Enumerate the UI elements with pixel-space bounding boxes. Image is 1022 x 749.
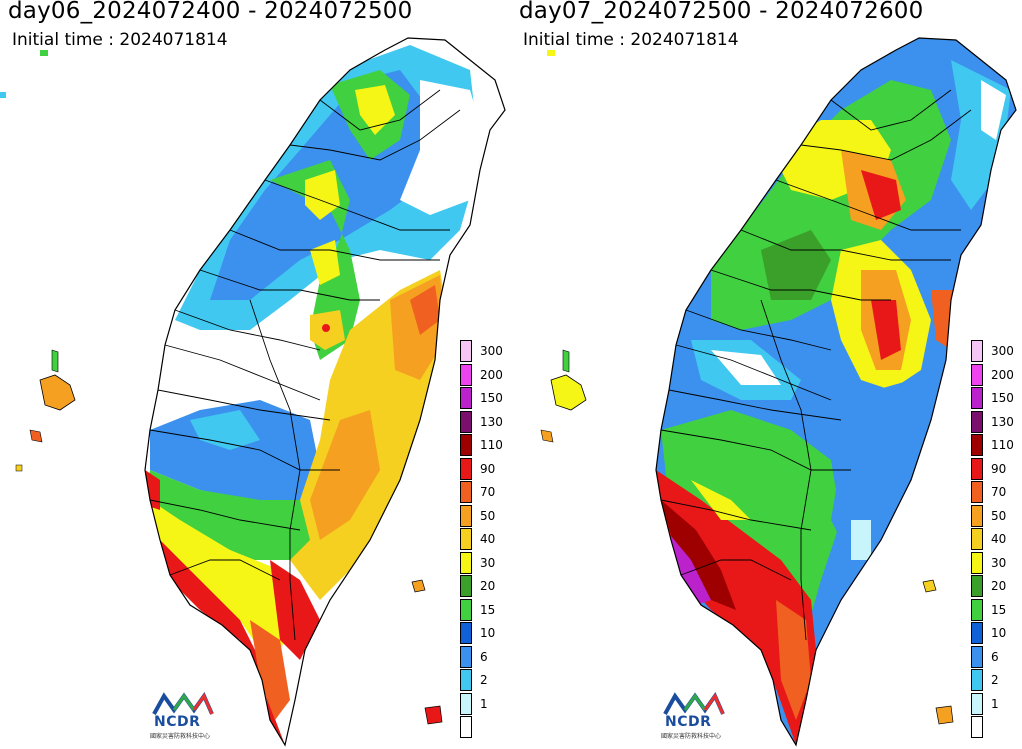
ncdr-logo-icon bbox=[152, 691, 214, 715]
legend-swatch bbox=[460, 504, 472, 527]
ncdr-logo: NCDR 國家災害防救科技中心 bbox=[659, 691, 729, 746]
legend-label: 1 bbox=[991, 696, 999, 711]
rainfall-map-panel-day07: day07_2024072500 - 2024072600 Initial ti… bbox=[511, 0, 1022, 749]
legend-label: 90 bbox=[991, 461, 1007, 476]
ncdr-logo: NCDR 國家災害防救科技中心 bbox=[148, 691, 218, 746]
ncdr-logo-subtitle: 國家災害防救科技中心 bbox=[661, 733, 722, 740]
penghu-islands bbox=[540, 349, 587, 443]
legend-label: 10 bbox=[480, 626, 496, 640]
legend-label: 70 bbox=[991, 485, 1007, 499]
initial-time-label: Initial time : 2024071814 bbox=[12, 30, 228, 50]
legend-swatch bbox=[971, 716, 983, 738]
legend-swatch bbox=[460, 645, 472, 668]
legend-swatch bbox=[460, 481, 472, 503]
legend-swatch bbox=[460, 551, 472, 574]
legend-swatch bbox=[460, 340, 472, 362]
legend-label: 90 bbox=[480, 461, 496, 476]
legend-label: 30 bbox=[991, 555, 1007, 570]
legend-swatch bbox=[971, 434, 983, 456]
legend-swatch bbox=[971, 575, 983, 597]
map-title: day06_2024072400 - 2024072500 bbox=[8, 0, 413, 24]
legend-label: 200 bbox=[991, 367, 1014, 382]
ncdr-logo-text: NCDR bbox=[665, 714, 712, 730]
legend-label: 200 bbox=[480, 367, 503, 382]
legend-label: 30 bbox=[480, 555, 496, 570]
legend-label: 20 bbox=[991, 579, 1007, 593]
legend-swatch bbox=[460, 598, 472, 621]
ncdr-logo-subtitle: 國家災害防救科技中心 bbox=[150, 733, 211, 740]
legend-label: 300 bbox=[991, 344, 1014, 358]
initial-time-label: Initial time : 2024071814 bbox=[523, 30, 739, 50]
legend-swatch bbox=[460, 410, 472, 433]
legend-label: 1 bbox=[480, 696, 488, 711]
legend-swatch bbox=[971, 669, 983, 691]
legend-swatch bbox=[971, 528, 983, 550]
legend-swatch bbox=[971, 340, 983, 362]
legend-label: 40 bbox=[991, 532, 1007, 546]
rainfall-legend: 300 200 150 130 110 90 70 50 40 30 20 15 10 6 2 1 bbox=[971, 340, 1022, 740]
rainfall-legend: 300 200 150 130 110 90 70 50 40 30 20 15 10 6 2 1 bbox=[460, 340, 514, 740]
legend-label: 300 bbox=[480, 344, 503, 358]
legend-swatch bbox=[971, 387, 983, 409]
legend-label: 110 bbox=[991, 438, 1014, 452]
legend-swatch bbox=[971, 598, 983, 621]
legend-swatch bbox=[460, 457, 472, 480]
legend-swatch bbox=[971, 692, 983, 715]
legend-swatch bbox=[971, 504, 983, 527]
legend-label: 150 bbox=[991, 391, 1014, 405]
legend-swatch bbox=[971, 551, 983, 574]
legend-swatch bbox=[460, 528, 472, 550]
legend-label: 6 bbox=[991, 649, 999, 664]
ncdr-logo-icon bbox=[663, 691, 725, 715]
legend-label: 110 bbox=[480, 438, 503, 452]
legend-swatch bbox=[460, 692, 472, 715]
taiwan-rainfall-map bbox=[540, 37, 1017, 747]
legend-swatch bbox=[971, 645, 983, 668]
legend-label: 20 bbox=[480, 579, 496, 593]
legend-label: 40 bbox=[480, 532, 496, 546]
legend-label: 10 bbox=[991, 626, 1007, 640]
legend-swatch bbox=[971, 481, 983, 503]
ncdr-logo-text: NCDR bbox=[154, 714, 201, 730]
legend-swatch bbox=[460, 669, 472, 691]
legend-label: 15 bbox=[480, 602, 496, 617]
penghu-islands bbox=[15, 349, 76, 472]
legend-swatch bbox=[971, 457, 983, 480]
legend-swatch bbox=[460, 387, 472, 409]
legend-swatch bbox=[460, 716, 472, 738]
legend-swatch bbox=[460, 363, 472, 386]
legend-label: 15 bbox=[991, 602, 1007, 617]
legend-label: 2 bbox=[480, 673, 488, 687]
legend-swatch bbox=[971, 363, 983, 386]
legend-swatch bbox=[460, 622, 472, 644]
legend-label: 70 bbox=[480, 485, 496, 499]
legend-swatch bbox=[460, 434, 472, 456]
legend-label: 150 bbox=[480, 391, 503, 405]
legend-label: 2 bbox=[991, 673, 999, 687]
legend-label: 130 bbox=[991, 414, 1014, 429]
legend-swatch bbox=[971, 622, 983, 644]
legend-label: 130 bbox=[480, 414, 503, 429]
legend-label: 6 bbox=[480, 649, 488, 664]
rainfall-map-panel-day06: day06_2024072400 - 2024072500 Initial ti… bbox=[0, 0, 514, 747]
legend-swatch bbox=[971, 410, 983, 433]
legend-label: 50 bbox=[480, 508, 496, 523]
legend-label: 50 bbox=[991, 508, 1007, 523]
map-title: day07_2024072500 - 2024072600 bbox=[519, 0, 924, 24]
taiwan-rainfall-map bbox=[0, 37, 506, 747]
legend-swatch bbox=[460, 575, 472, 597]
